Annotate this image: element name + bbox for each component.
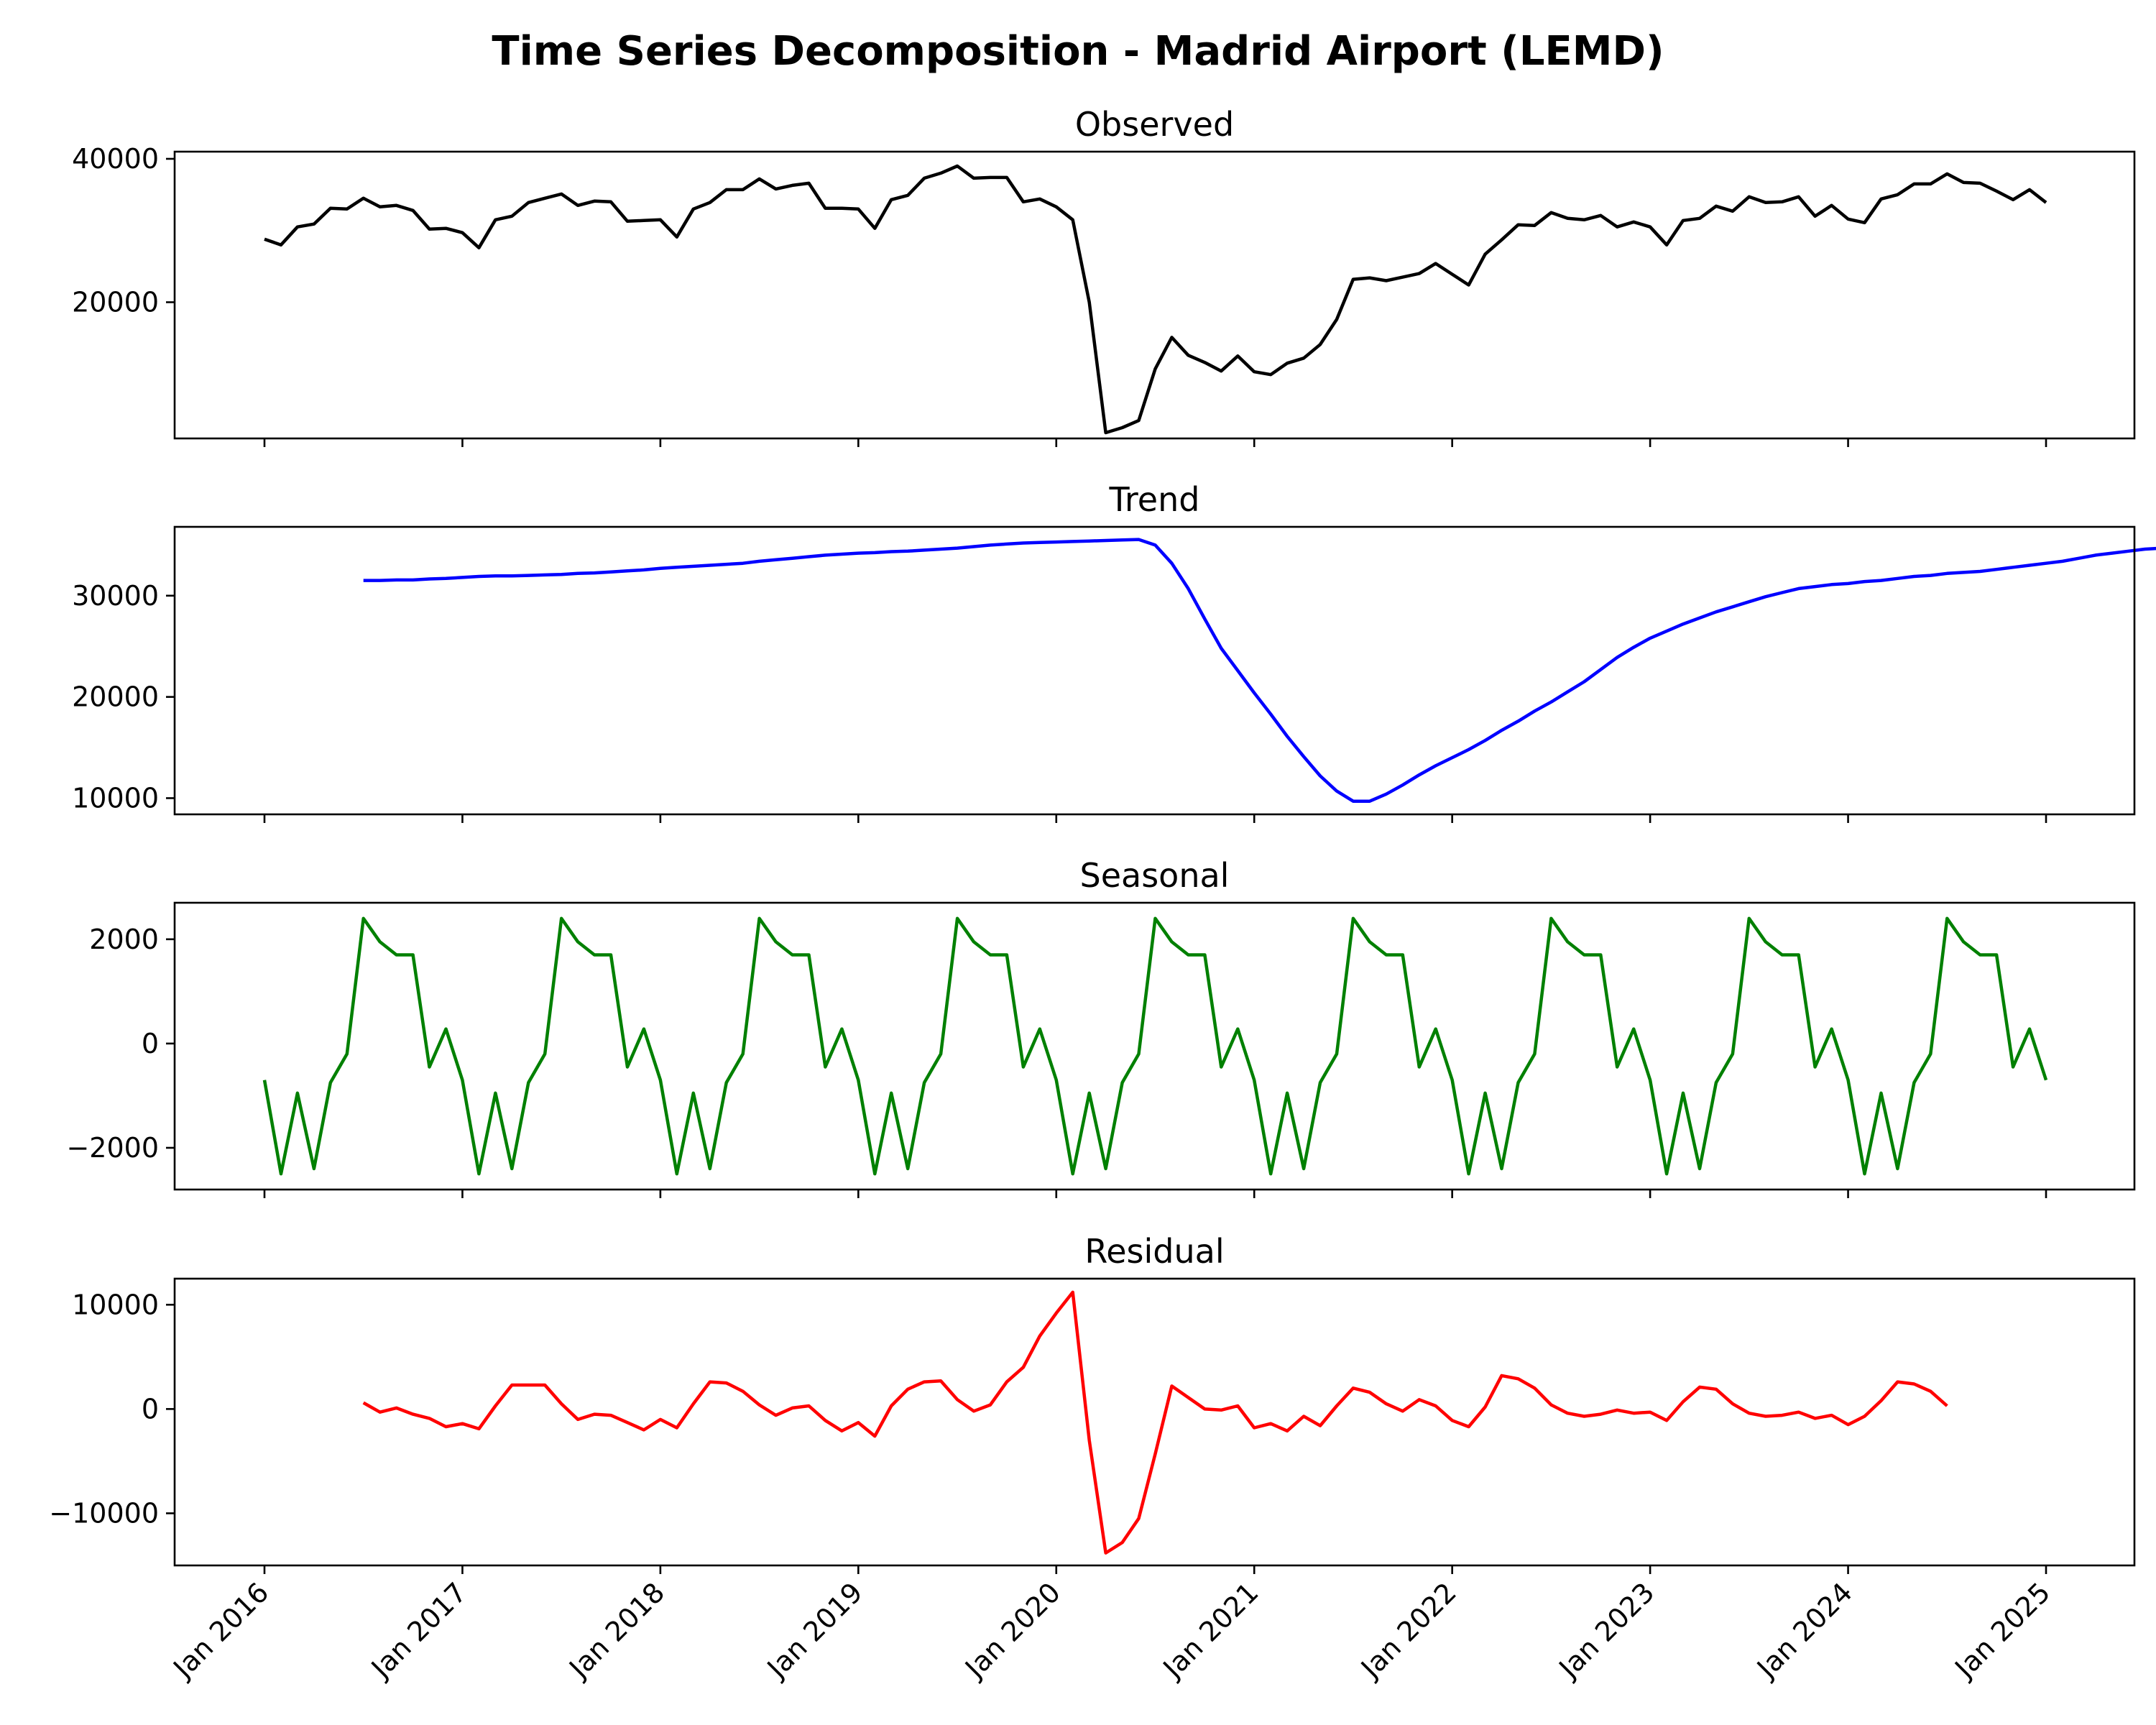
series-line-trend — [363, 538, 2156, 803]
x-tick-label: Jan 2018 — [562, 1576, 671, 1685]
x-tick-label: Jan 2021 — [1156, 1576, 1265, 1685]
series-line-residual — [362, 1290, 1948, 1555]
panel-title: Residual — [1084, 1232, 1224, 1271]
y-tick-label: 20000 — [72, 286, 159, 318]
panel-residual: Residual −10000 0 10000 — [49, 1232, 2136, 1574]
axes-frame — [173, 901, 2136, 1191]
y-tick-label: 10000 — [72, 782, 159, 814]
figure-title: Time Series Decomposition - Madrid Airpo… — [492, 28, 1664, 75]
y-tick-label: −10000 — [49, 1497, 159, 1529]
x-tick-label: Jan 2023 — [1552, 1576, 1661, 1685]
x-tick-label: Jan 2025 — [1948, 1576, 2056, 1685]
panel-observed: Observed 20000 40000 — [72, 105, 2136, 447]
y-tick-label: 2000 — [89, 924, 159, 955]
axes-frame — [173, 1277, 2136, 1567]
panel-title: Observed — [1075, 105, 1234, 144]
series-line-seasonal — [262, 916, 2048, 1176]
x-tick-label: Jan 2024 — [1750, 1576, 1858, 1685]
y-tick-label: 40000 — [72, 143, 159, 175]
axes-frame — [173, 525, 2136, 816]
x-tick-label: Jan 2020 — [958, 1576, 1067, 1685]
panel-trend: Trend 10000 20000 30000 — [72, 480, 2156, 823]
axes-frame — [173, 150, 2136, 440]
x-tick-label: Jan 2022 — [1354, 1576, 1462, 1685]
y-tick-label: 30000 — [72, 580, 159, 612]
panel-title: Trend — [1109, 480, 1200, 519]
panel-title: Seasonal — [1080, 856, 1230, 895]
y-tick-label: 0 — [142, 1393, 159, 1425]
series-line-observed — [264, 164, 2047, 435]
panels: Observed2000040000Trend100002000030000Se… — [49, 105, 2156, 1685]
x-tick-label: Jan 2017 — [364, 1576, 473, 1685]
y-tick-label: −2000 — [66, 1132, 159, 1164]
panel-seasonal: Seasonal −2000 0 2000 — [66, 856, 2136, 1198]
x-tick-label: Jan 2019 — [760, 1576, 869, 1685]
y-tick-label: 10000 — [72, 1289, 159, 1320]
y-tick-label: 20000 — [72, 681, 159, 713]
y-tick-label: 0 — [142, 1028, 159, 1059]
x-tick-label: Jan 2016 — [166, 1576, 275, 1685]
